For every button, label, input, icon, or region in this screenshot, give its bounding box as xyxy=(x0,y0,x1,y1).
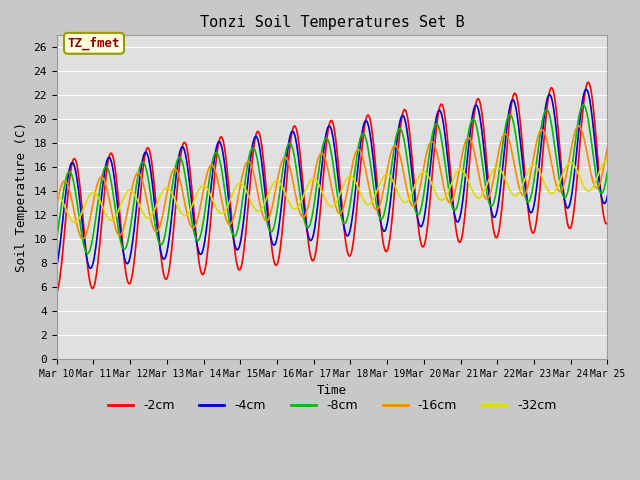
Title: Tonzi Soil Temperatures Set B: Tonzi Soil Temperatures Set B xyxy=(200,15,465,30)
Text: TZ_fmet: TZ_fmet xyxy=(68,36,120,50)
X-axis label: Time: Time xyxy=(317,384,347,397)
Legend: -2cm, -4cm, -8cm, -16cm, -32cm: -2cm, -4cm, -8cm, -16cm, -32cm xyxy=(103,395,561,418)
Y-axis label: Soil Temperature (C): Soil Temperature (C) xyxy=(15,122,28,272)
